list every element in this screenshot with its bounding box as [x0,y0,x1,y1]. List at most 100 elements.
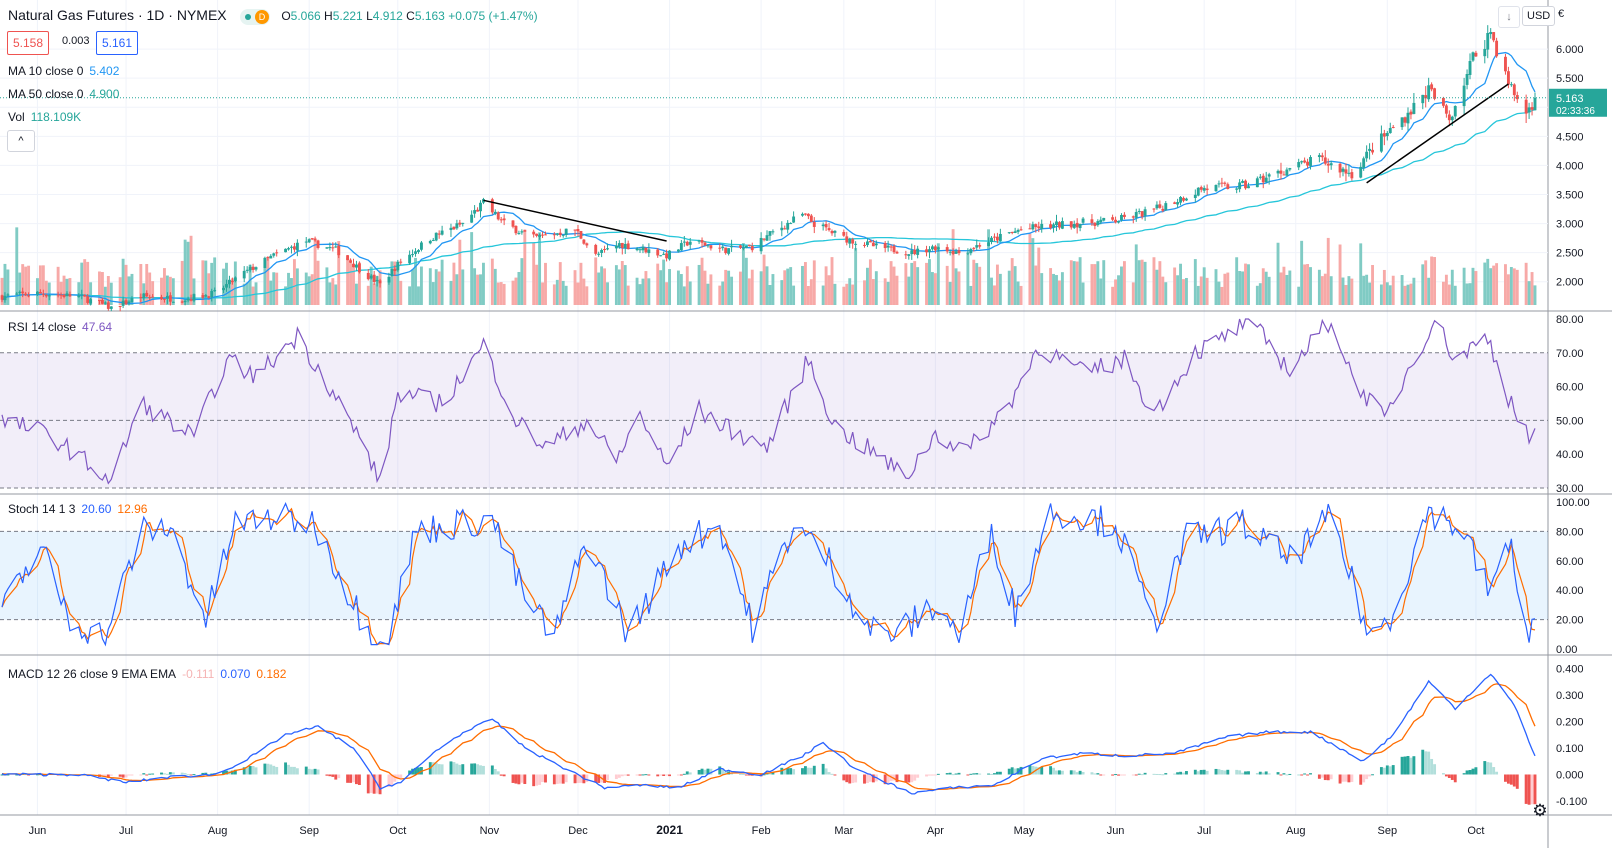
macd-hist-bar [331,774,335,777]
collapse-legend-button[interactable]: ^ [7,130,35,152]
stoch-tick-label: 100.00 [1556,497,1590,509]
candle-body [1217,183,1221,185]
candle-body [1081,218,1085,223]
time-axis-label: Mar [834,825,853,837]
macd-hist-bar [121,774,125,778]
macd-hist-bar [821,763,825,775]
candle-body [165,295,169,299]
volume-bar [514,277,518,305]
volume-bar [1486,258,1490,305]
candle-body [806,213,810,217]
volume-bar [866,267,869,305]
macd-hist-bar [830,773,834,775]
macd-hist-bar [1217,769,1221,775]
volume-bar [171,278,175,305]
candle-body [1099,219,1103,223]
rsi-tick-label: 70.00 [1556,348,1584,360]
volume-bar [313,238,317,305]
candle-body [0,295,4,300]
candle-body [222,287,225,291]
volume-bar [1297,286,1301,305]
macd-legend[interactable]: MACD 12 26 close 9 EMA EMA -0.111 0.070 0.1… [8,667,286,681]
candle-body [851,239,855,244]
candle-body [180,301,184,303]
volume-legend[interactable]: Vol 118.109K [8,110,81,124]
macd-hist-bar [499,774,503,776]
volume-bar [1400,275,1404,305]
macd-hist-bar [913,774,917,781]
candle-body [1049,224,1053,228]
last-price-label-bg [1549,88,1607,117]
volume-bar [541,282,544,305]
volume-bar [502,283,506,305]
scroll-down-button[interactable]: ↓ [1498,6,1520,28]
candle-body [1424,95,1428,99]
volume-bar [490,258,494,305]
chart-settings-button[interactable]: ⚙ [1528,800,1552,822]
macd-hist-bar [165,773,169,775]
macd-hist-bar [210,773,214,775]
candle-body [789,223,793,225]
candle-body [1285,169,1289,176]
candle-body [1258,176,1262,178]
candle-body [68,294,72,297]
candle-body [978,245,982,247]
buy-button[interactable]: 5.161 [96,31,139,55]
candle-body [1388,128,1392,134]
macd-hist-bar [1403,756,1407,775]
market-status-badge[interactable]: D [239,8,270,25]
macd-hist-bar [1040,766,1044,775]
macd-hist-bar [1533,774,1537,805]
rsi-legend[interactable]: RSI 14 close 47.64 [8,320,112,334]
macd-hist-bar [1255,772,1259,775]
volume-bar [1362,275,1366,305]
macd-hist-bar [889,774,893,781]
candle-body [1509,84,1513,86]
volume-bar [1329,276,1333,305]
candle-body [1196,187,1200,196]
volume-bar [783,270,787,305]
time-axis-label: Jul [1197,825,1211,837]
volume-bar [24,266,28,305]
volume-bar [966,253,970,305]
volume-bar [1040,273,1044,305]
candle-body [889,246,893,248]
macd-hist-bar [272,765,276,775]
volume-bar [830,257,834,305]
macd-hist-bar [1137,773,1141,775]
macd-hist-bar [697,769,701,775]
currency-button[interactable]: USD [1522,6,1556,26]
low-label: L [366,9,373,23]
macd-hist-bar [1176,772,1180,775]
volume-bar [411,269,415,305]
candle-body [1131,216,1135,218]
candle-body [523,230,527,232]
volume-bar [827,275,831,305]
candle-body [109,306,113,309]
volume-bar [1034,265,1038,305]
stoch-legend[interactable]: Stoch 14 1 3 20.60 12.96 [8,502,147,516]
macd-hist-bar [771,772,775,775]
ma10-legend[interactable]: MA 10 close 0 5.402 [8,64,119,78]
ma50-legend[interactable]: MA 50 close 0 4.900 [8,87,119,101]
candle-body [65,293,69,297]
candle-body [573,229,577,231]
macd-hist-bar [1444,774,1448,777]
macd-hist-bar [597,774,601,783]
symbol-title[interactable]: Natural Gas Futures · 1D · NYMEX [8,7,227,23]
macd-hist-bar [313,768,317,775]
volume-bar [428,268,432,305]
candle-body [866,241,869,246]
sell-button[interactable]: 5.158 [7,31,50,55]
volume-bar [1430,256,1434,305]
rsi-tick-label: 80.00 [1556,314,1584,326]
macd-hist-bar [1512,774,1516,787]
candle-body [245,269,249,271]
volume-bar [913,261,917,305]
volume-bar [479,274,482,305]
volume-bar [771,274,775,305]
macd-hist-bar [290,766,293,775]
volume-bar [1238,271,1242,305]
volume-bar [1309,267,1312,305]
